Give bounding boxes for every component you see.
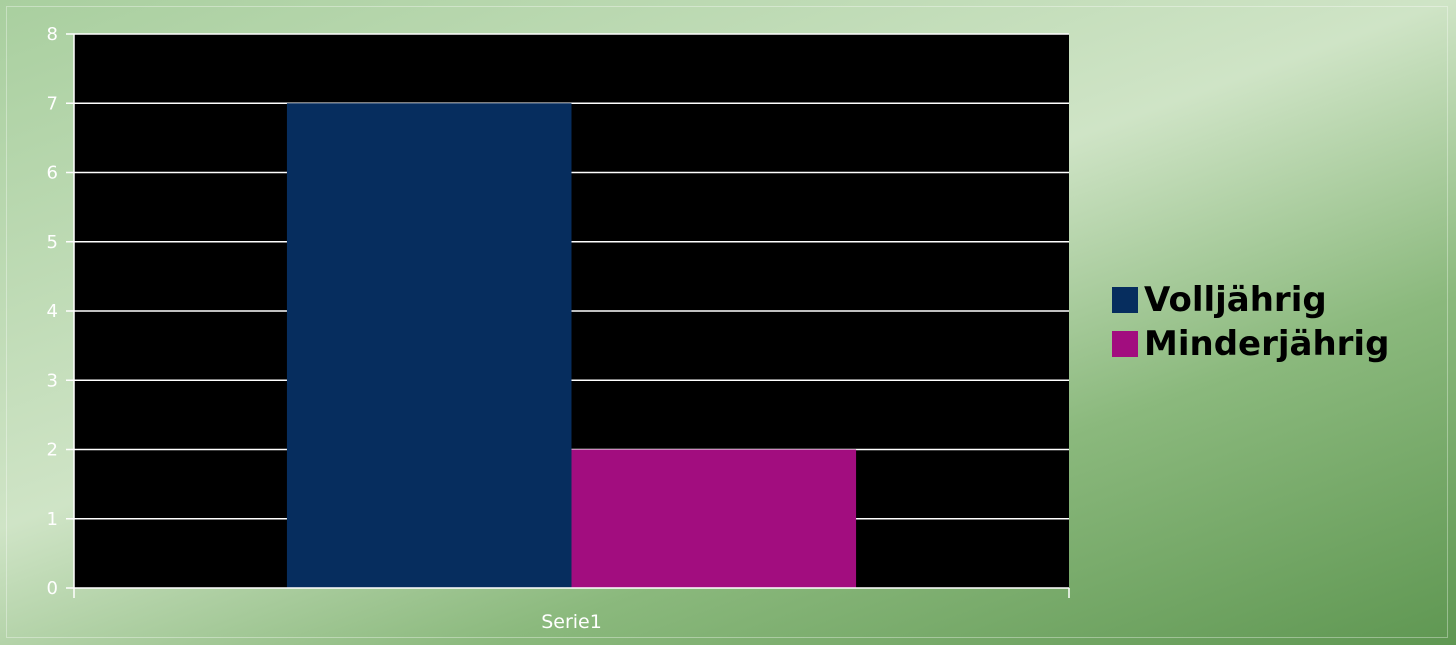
bars [286,103,857,588]
chart-frame [6,6,1448,638]
legend-swatch [1112,331,1138,357]
legend-item-series-1: Volljährig [1112,278,1389,322]
y-tick-label: 0 [47,578,58,599]
y-axis-ticks: 0 1 2 3 4 5 6 7 8 [47,24,74,599]
x-axis-labels: Serie1 [541,611,602,633]
y-tick-label: 4 [47,301,58,322]
y-tick-label: 7 [47,93,58,114]
y-tick-label: 5 [47,232,58,253]
y-tick-label: 6 [47,163,58,184]
bar-2 [571,449,857,588]
y-tick-label: 2 [47,440,58,461]
bar-1 [286,103,572,588]
legend-label: Volljährig [1144,280,1327,320]
y-tick-label: 8 [47,24,58,45]
y-tick-label: 1 [47,509,58,530]
legend-label: Minderjährig [1144,324,1390,364]
legend-item-series-2: Minderjährig [1112,322,1389,366]
x-category-label: Serie1 [541,611,602,633]
legend: Volljährig Minderjährig [1112,278,1389,366]
legend-swatch [1112,287,1138,313]
y-tick-label: 3 [47,370,58,391]
